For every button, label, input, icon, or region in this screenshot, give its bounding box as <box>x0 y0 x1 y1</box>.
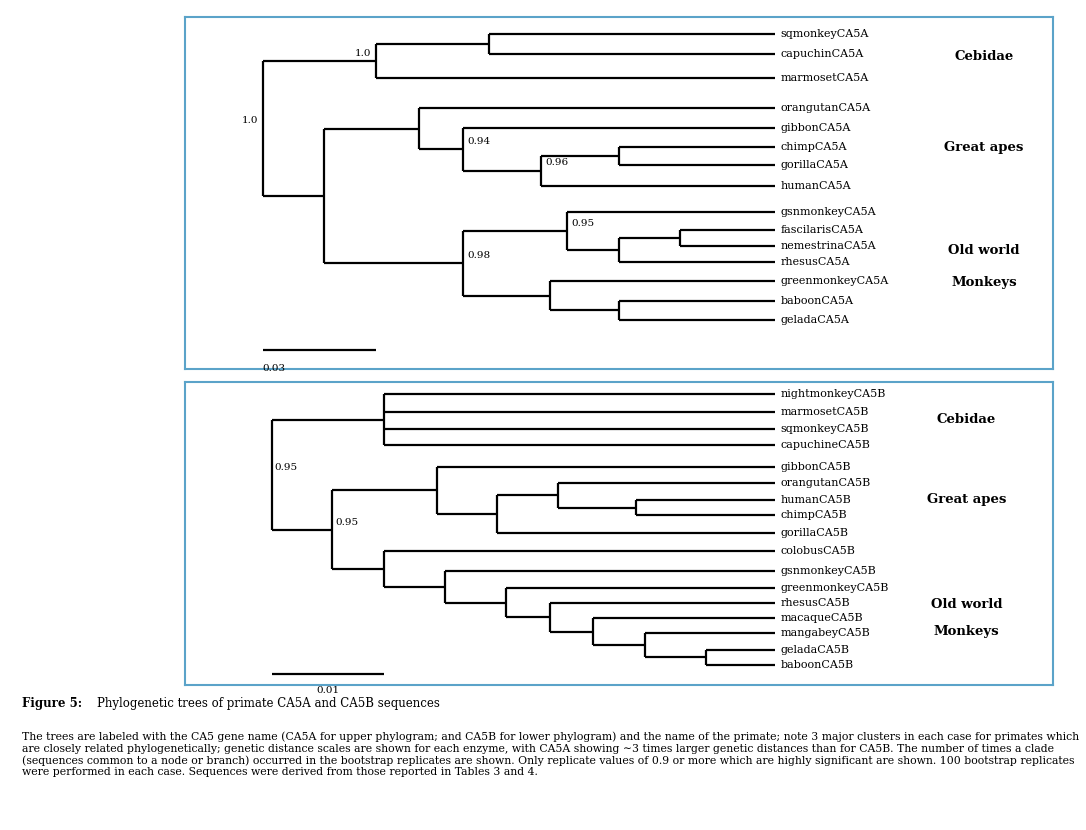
Text: nemestrinaCA5A: nemestrinaCA5A <box>781 241 876 251</box>
Text: baboonCA5A: baboonCA5A <box>781 295 854 305</box>
Text: chimpCA5A: chimpCA5A <box>781 142 847 152</box>
Text: Cebidae: Cebidae <box>937 413 996 426</box>
Text: Great apes: Great apes <box>926 494 1007 506</box>
Text: gorillaCA5A: gorillaCA5A <box>781 159 848 170</box>
Text: 1.0: 1.0 <box>242 116 258 125</box>
Text: greenmonkeyCA5A: greenmonkeyCA5A <box>781 276 888 286</box>
Text: The trees are labeled with the CA5 gene name (CA5A for upper phylogram; and CA5B: The trees are labeled with the CA5 gene … <box>22 731 1078 778</box>
Text: fascilаrisCA5A: fascilаrisCA5A <box>781 225 863 235</box>
Text: rhesusCA5B: rhesusCA5B <box>781 598 850 608</box>
Text: Cebidae: Cebidae <box>955 50 1013 63</box>
Text: Old world: Old world <box>948 244 1020 256</box>
Text: 0.95: 0.95 <box>274 462 298 471</box>
Text: 0.95: 0.95 <box>571 218 594 227</box>
Text: gibbonCA5B: gibbonCA5B <box>781 461 851 471</box>
Text: orangutanCA5A: orangutanCA5A <box>781 103 871 114</box>
Text: gsnmonkeyCA5B: gsnmonkeyCA5B <box>781 566 876 576</box>
Text: 0.95: 0.95 <box>334 518 358 527</box>
Text: 0.94: 0.94 <box>467 137 490 146</box>
Text: gibbonCA5A: gibbonCA5A <box>781 123 851 133</box>
Text: Great apes: Great apes <box>944 140 1024 154</box>
Text: macaqueCA5B: macaqueCA5B <box>781 613 863 623</box>
Text: Monkeys: Monkeys <box>951 276 1016 289</box>
Text: gorillaCA5B: gorillaCA5B <box>781 528 848 539</box>
Text: Phylogenetic trees of primate CA5A and CA5B sequences: Phylogenetic trees of primate CA5A and C… <box>97 697 440 710</box>
Text: baboonCA5B: baboonCA5B <box>781 660 854 670</box>
Text: geladaCA5B: geladaCA5B <box>781 645 849 655</box>
Text: Old world: Old world <box>931 598 1002 611</box>
Text: orangutanCA5B: orangutanCA5B <box>781 478 871 488</box>
Text: 1.0: 1.0 <box>355 49 371 57</box>
Text: marmosetCA5A: marmosetCA5A <box>781 73 869 83</box>
Text: gsnmonkeyCA5A: gsnmonkeyCA5A <box>781 208 876 217</box>
Text: capuchinCA5A: capuchinCA5A <box>781 49 863 59</box>
Text: humanCA5B: humanCA5B <box>781 495 851 505</box>
Text: mangabeyCA5B: mangabeyCA5B <box>781 628 870 638</box>
Text: Figure 5:: Figure 5: <box>22 697 81 710</box>
Text: greenmonkeyCA5B: greenmonkeyCA5B <box>781 583 889 593</box>
Text: rhesusCA5A: rhesusCA5A <box>781 256 850 266</box>
Text: Monkeys: Monkeys <box>934 625 999 638</box>
Text: sqmonkeyCA5B: sqmonkeyCA5B <box>781 424 869 434</box>
Text: nightmonkeyCA5B: nightmonkeyCA5B <box>781 389 886 399</box>
Text: 0.96: 0.96 <box>545 159 568 168</box>
Text: chimpCA5B: chimpCA5B <box>781 510 847 520</box>
Text: marmosetCA5B: marmosetCA5B <box>781 407 869 417</box>
Text: humanCA5A: humanCA5A <box>781 181 851 191</box>
Text: 0.98: 0.98 <box>467 251 490 260</box>
Text: 0.03: 0.03 <box>263 364 286 373</box>
Text: geladaCA5A: geladaCA5A <box>781 315 849 325</box>
Text: capuchineCA5B: capuchineCA5B <box>781 441 871 451</box>
Text: 0.01: 0.01 <box>316 686 340 696</box>
Text: sqmonkeyCA5A: sqmonkeyCA5A <box>781 29 869 39</box>
Text: colobusCA5B: colobusCA5B <box>781 546 856 556</box>
